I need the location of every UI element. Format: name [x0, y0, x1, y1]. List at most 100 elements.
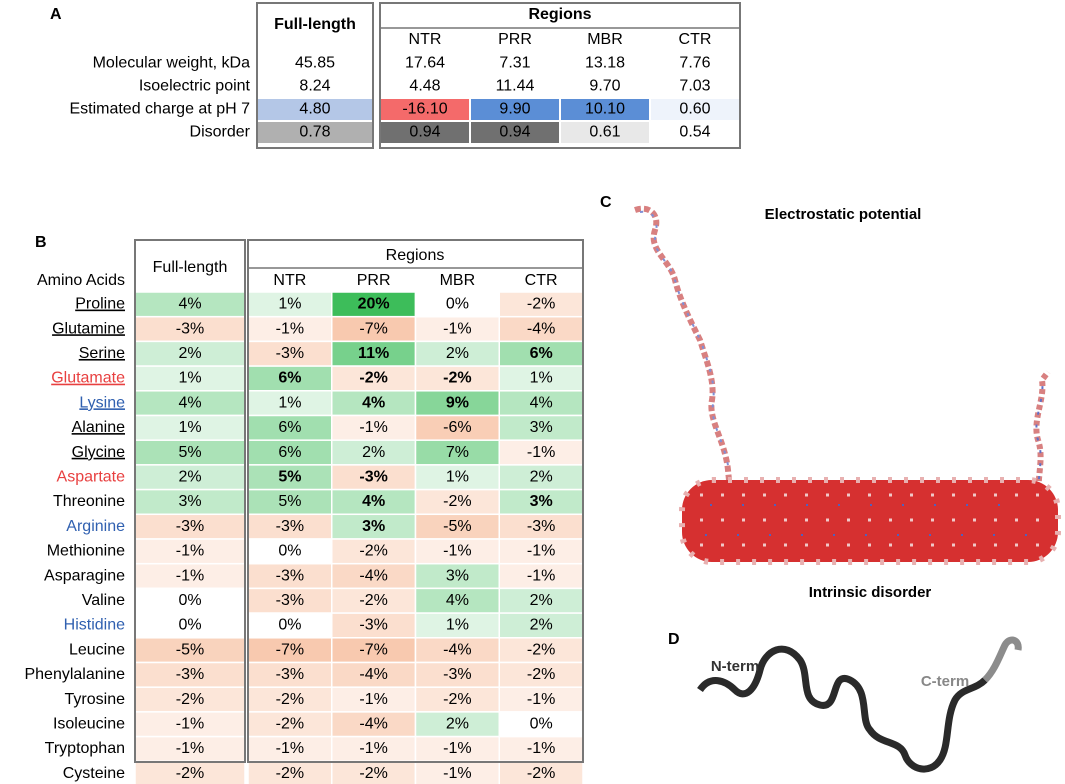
cell: 7.31	[499, 55, 530, 72]
amino-acid-label: Glycine	[72, 444, 125, 461]
cell-bg	[471, 99, 559, 120]
row-label: Isoelectric point	[139, 78, 251, 95]
cell: 11%	[358, 345, 389, 362]
amino-acid-label: Aspartate	[57, 468, 126, 485]
cell: -7%	[359, 641, 387, 658]
cell: 20%	[358, 296, 390, 313]
amino-acid-label: Methionine	[47, 543, 125, 560]
cell-bg	[414, 562, 500, 590]
cell-bg	[331, 637, 417, 664]
cell: -1%	[443, 320, 471, 337]
panel-label: B	[35, 234, 47, 251]
cell: -1%	[276, 740, 304, 757]
cell: 9.70	[589, 78, 620, 95]
cell: -7%	[276, 641, 304, 658]
amino-acid-label: Serine	[79, 345, 125, 362]
panel-label: D	[668, 631, 680, 648]
cell: -4%	[359, 715, 387, 732]
cell: -5%	[443, 518, 471, 535]
cell: 5%	[278, 493, 301, 510]
disorder-structure	[697, 636, 1022, 773]
image-title: Intrinsic disorder	[809, 584, 932, 601]
cell: -3%	[359, 468, 387, 485]
amino-acid-label: Leucine	[69, 641, 125, 658]
cell-bg	[414, 340, 500, 367]
cell: 11.44	[496, 78, 535, 95]
cell-bg	[331, 513, 417, 540]
amino-acid-label: Lysine	[79, 394, 125, 411]
cell-bg	[381, 122, 469, 143]
cell: 1%	[178, 419, 201, 436]
cell: 4%	[178, 394, 201, 411]
cell: -3%	[176, 518, 204, 535]
cell: -7%	[359, 320, 387, 337]
column-header: MBR	[587, 31, 623, 48]
column-header: CTR	[525, 272, 558, 289]
cell-bg	[134, 637, 246, 664]
amino-acid-label: Glutamine	[52, 320, 125, 337]
amino-acid-label: Threonine	[53, 493, 125, 510]
cell-bg	[498, 390, 584, 417]
cell: -1%	[443, 740, 471, 757]
cell-bg	[414, 439, 500, 466]
cell: 3%	[178, 493, 201, 510]
cell: -4%	[359, 567, 387, 584]
cell: -1%	[359, 740, 387, 757]
cell: 8.24	[299, 78, 330, 95]
image-title: Electrostatic potential	[765, 206, 922, 223]
cell: -5%	[176, 641, 204, 658]
cell: -2%	[359, 592, 387, 609]
cell: -1%	[176, 543, 204, 560]
cell-bg	[331, 291, 417, 318]
cell: -1%	[359, 691, 387, 708]
cell: 2%	[446, 345, 469, 362]
cell: -1%	[443, 765, 471, 782]
amino-acid-label: Isoleucine	[53, 715, 125, 732]
cell: 0.94	[499, 124, 530, 141]
cell: -3%	[276, 518, 304, 535]
cell: 2%	[178, 468, 201, 485]
amino-acid-label: Proline	[75, 296, 125, 313]
cell-bg	[414, 686, 500, 713]
cell-bg	[414, 735, 500, 763]
cell: 45.85	[295, 55, 335, 72]
amino-acid-label: Phenylalanine	[24, 666, 125, 683]
cell: 0%	[278, 617, 301, 634]
cell-bg	[134, 291, 246, 318]
column-header: PRR	[357, 272, 391, 289]
cell: 10.10	[585, 101, 625, 118]
cell: 7.76	[679, 55, 710, 72]
cell-bg	[258, 122, 372, 143]
cell: -2%	[527, 641, 555, 658]
cell-bg	[381, 99, 469, 120]
column-header: CTR	[679, 31, 712, 48]
cell: -2%	[276, 765, 304, 782]
cell-bg	[134, 661, 246, 688]
cell: -3%	[276, 567, 304, 584]
amino-acid-label: Asparagine	[44, 567, 125, 584]
cell: 2%	[530, 592, 553, 609]
cell-bg	[331, 587, 417, 614]
cell: 2%	[530, 617, 553, 634]
cell: -1%	[176, 567, 204, 584]
cell-bg	[414, 661, 500, 688]
cell: 0%	[446, 296, 469, 313]
cell-bg	[498, 488, 584, 516]
table-border	[134, 239, 246, 763]
cell: -2%	[176, 691, 204, 708]
cell: -4%	[443, 641, 471, 658]
column-header: NTR	[273, 272, 306, 289]
row-header: Amino Acids	[37, 272, 125, 289]
cell: 0.60	[679, 101, 710, 118]
cell: -4%	[359, 666, 387, 683]
cell: 5%	[178, 444, 201, 461]
cell: 0%	[178, 617, 201, 634]
cell: 6%	[278, 444, 301, 461]
row-label: Estimated charge at pH 7	[69, 101, 250, 118]
cell: -3%	[276, 592, 304, 609]
cell: 0%	[178, 592, 201, 609]
cell-bg	[498, 291, 584, 318]
row-label: Molecular weight, kDa	[93, 55, 251, 72]
cell: -16.10	[402, 101, 447, 118]
